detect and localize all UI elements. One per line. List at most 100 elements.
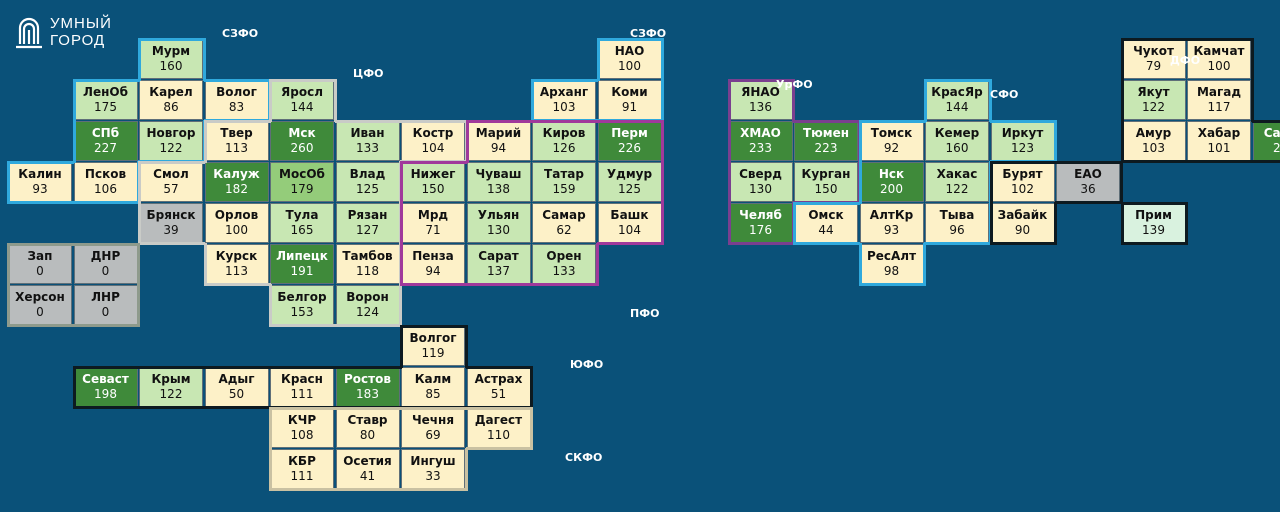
district-border-segment [792,79,795,122]
district-border-segment [72,366,76,409]
region-name: Курск [215,249,258,263]
region-name: НАО [614,44,645,58]
district-border-segment [202,38,206,81]
district-border-segment [72,366,140,369]
region-name: ЛНР [91,290,120,304]
district-border-segment [531,79,598,82]
region-tile: Ульян 130 [466,203,531,243]
region-tile: Магад 117 [1187,80,1251,120]
region-name: Осетия [343,454,392,468]
district-border-segment [858,283,926,286]
region-tile: Калин 93 [8,162,72,202]
region-tile: Ингуш 33 [401,449,465,489]
region-name: КЧР [287,413,317,427]
district-border-segment [661,202,664,245]
district-border-segment [727,79,795,82]
region-tile: Чечня 69 [401,408,465,448]
region-value: 110 [487,428,510,442]
region-value: 92 [883,141,900,155]
district-border-segment [1120,120,1124,163]
region-name: ДНР [90,249,121,263]
region-name: КрасЯр [931,85,983,99]
district-border-segment [596,120,664,123]
district-border-segment [203,120,271,123]
district-border-segment [334,407,402,410]
district-border-segment [661,79,664,122]
district-label: ЮФО [570,358,604,371]
region-name: Орен [546,249,582,263]
district-label: ПФО [630,307,660,320]
region-name: Астрах [474,372,523,386]
region-value: 138 [487,182,510,196]
region-value: 223 [814,141,838,155]
region-name: Ульян [477,208,520,222]
district-border-segment [203,283,271,286]
region-tile: Чуваш 138 [466,162,531,202]
region-tile: Крым 122 [139,367,203,407]
region-name: МосОб [279,167,325,181]
region-name: Якут [1137,85,1170,99]
district-border-segment [596,242,664,245]
region-value: 94 [490,141,507,155]
region-value: 69 [425,428,441,442]
district-border-segment [793,120,860,123]
region-tile: КрасЯр 144 [925,80,989,120]
region-value: 86 [163,100,179,114]
region-tile: Сахал213 [1252,121,1280,161]
region-tile: Астрах 51 [466,367,531,407]
region-tile: Белгор 153 [270,285,334,325]
district-border-segment [661,120,664,163]
region-value: 50 [228,387,245,401]
district-border-segment [334,324,402,327]
district-border-segment [923,243,926,286]
district-border-segment [1120,242,1188,245]
district-border-segment [1250,38,1254,81]
region-name: Сарат [478,249,519,263]
region-value: 182 [225,182,248,196]
district-border-segment [203,79,271,82]
region-name: Смол [153,167,189,181]
region-tile: ХМАО 233 [728,121,793,161]
region-name: АлтКр [869,208,914,222]
region-value: 106 [94,182,117,196]
district-border-segment [465,120,533,123]
district-border-segment [989,120,1057,123]
region-name: Калуж [213,167,260,181]
region-value: 79 [1145,59,1162,73]
region-tile: Кемер 160 [925,121,989,161]
region-name: Калин [18,167,62,181]
region-value: 104 [618,223,641,237]
region-tile: Яросл 144 [270,80,334,120]
district-border-segment [531,120,598,123]
district-label: ЦФО [353,67,384,80]
logo-line-1: УМНЫЙ [50,15,112,32]
district-border-segment [727,242,795,245]
region-value: 130 [487,223,510,237]
region-value: 144 [290,100,314,114]
district-border-segment [1119,161,1123,204]
region-tile: ЯНАО 136 [728,80,793,120]
region-tile: Орен 133 [532,244,596,284]
region-value: 71 [425,223,441,237]
region-name: Башк [610,208,649,222]
region-value: 39 [163,223,179,237]
district-border-segment [727,202,731,245]
region-tile: Иван 133 [335,121,400,161]
region-tile: НАО 100 [597,39,662,79]
region-tile: Забайк 90 [990,203,1055,243]
region-tile: Самар 62 [532,203,596,243]
region-name: Татар [544,167,584,181]
region-value: 200 [880,182,903,196]
district-border-segment [203,120,207,163]
district-border-segment [203,243,207,286]
region-value: 233 [749,141,772,155]
region-value: 139 [1142,223,1165,237]
district-border-segment [203,366,271,369]
region-tile: Нижег 150 [401,162,465,202]
district-border-segment [793,202,860,205]
region-name: ЕАО [1074,167,1102,181]
region-name: Омск [808,208,844,222]
region-tile: ЛНР 0 [73,285,138,325]
region-value: 36 [1080,182,1096,196]
region-value: 117 [1207,100,1231,114]
